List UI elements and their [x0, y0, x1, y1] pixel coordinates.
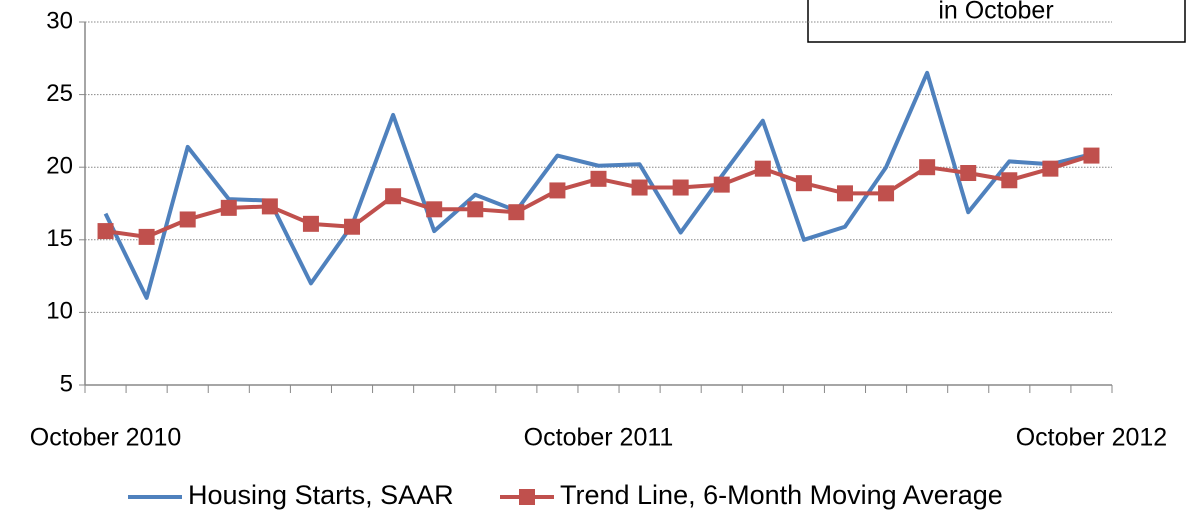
series-marker — [220, 199, 237, 216]
series-marker — [549, 182, 566, 199]
legend-label: Housing Starts, SAAR — [188, 480, 454, 510]
series-marker — [713, 176, 730, 193]
series-marker — [385, 188, 402, 205]
series-marker — [590, 170, 607, 187]
y-tick-label: 15 — [46, 225, 73, 252]
series-marker — [138, 228, 155, 245]
series-marker — [179, 211, 196, 228]
y-tick-label: 25 — [46, 80, 73, 107]
series-marker — [97, 223, 114, 240]
series-marker — [344, 218, 361, 235]
series-marker — [960, 165, 977, 182]
series-marker — [836, 185, 853, 202]
x-tick-label: October 2011 — [524, 424, 674, 452]
series-marker — [631, 179, 648, 196]
series-marker — [302, 215, 319, 232]
y-tick-label: 20 — [46, 153, 73, 180]
series-marker — [426, 201, 443, 218]
y-tick-label: 30 — [46, 7, 73, 34]
series-marker — [261, 198, 278, 215]
series-marker — [795, 175, 812, 192]
x-tick-label: October 2010 — [30, 424, 182, 452]
legend-marker — [519, 489, 535, 505]
y-tick-label: 10 — [46, 298, 73, 325]
annotation: in October — [938, 0, 1053, 25]
series-line — [105, 153, 1093, 239]
legend-label: Trend Line, 6-Month Moving Average — [560, 480, 1003, 510]
series-marker — [919, 159, 936, 176]
annotation-box — [807, 0, 1186, 43]
series-marker — [754, 160, 771, 177]
series-marker — [1083, 147, 1100, 164]
series-marker — [1001, 172, 1018, 189]
series-marker — [508, 204, 525, 221]
series-marker — [467, 201, 484, 218]
series-marker — [672, 179, 689, 196]
x-tick-label: October 2012 — [1016, 424, 1168, 452]
y-tick-label: 5 — [60, 370, 73, 397]
series-marker — [1042, 160, 1059, 177]
series-marker — [878, 185, 895, 202]
